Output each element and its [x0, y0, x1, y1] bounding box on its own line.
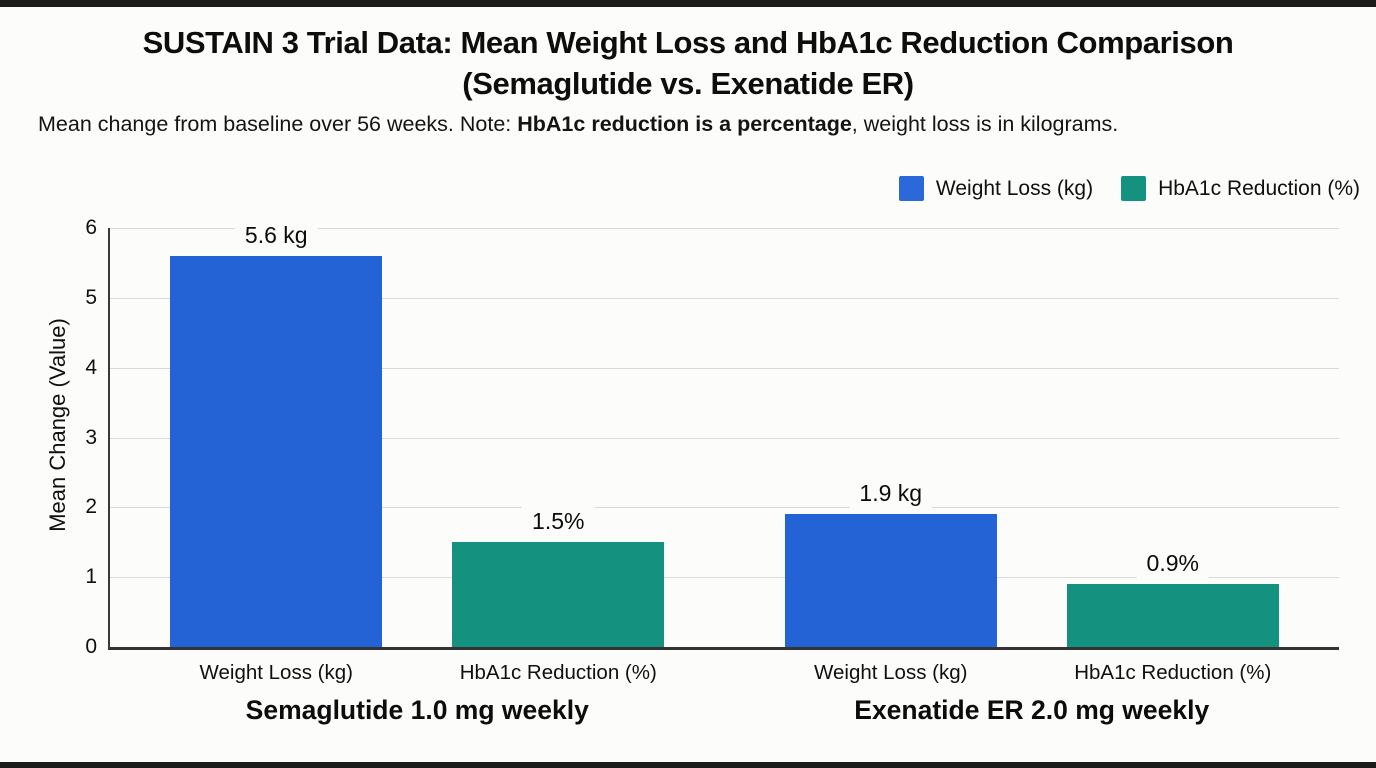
legend-item: HbA1c Reduction (%): [1121, 176, 1360, 201]
subtitle-bold-text: HbA1c reduction is a percentage: [517, 112, 852, 136]
bar-group: 1.9 kg Weight Loss (kg) 0.9% HbA1c Reductio…: [725, 228, 1340, 725]
bar-column: 5.6 kg Weight Loss (kg): [170, 219, 383, 684]
y-axis-tick-label: 2: [85, 495, 97, 519]
x-axis-category-label: HbA1c Reduction (%): [459, 661, 657, 684]
legend-swatch-icon: [1121, 176, 1147, 201]
bottom-crop-artifact: [0, 762, 1376, 768]
bar-value-label: 5.6 kg: [234, 219, 318, 250]
x-axis-category-label: HbA1c Reduction (%): [1074, 661, 1272, 684]
gridline: [110, 228, 1339, 229]
gridline: [110, 437, 1339, 439]
gridline: [110, 577, 1339, 579]
y-axis-tick-label: 6: [85, 216, 97, 239]
subtitle-suffix-text: , weight loss is in kilograms.: [851, 112, 1119, 136]
chart-subtitle: Mean change from baseline over 56 weeks.…: [38, 112, 1118, 137]
bar-hba1c-reduction: [1066, 584, 1279, 647]
bar-weight-loss: [784, 514, 997, 647]
gridline: [110, 297, 1339, 299]
subtitle-text: Mean change from baseline over 56 weeks.…: [38, 112, 518, 136]
bar-column: 1.9 kg Weight Loss (kg): [784, 228, 997, 684]
bar-column: 0.9% HbA1c Reduction (%): [1066, 228, 1279, 684]
y-axis-tick-label: 1: [85, 565, 97, 589]
chart-title-line2: (Semaglutide vs. Exenatide ER): [462, 66, 914, 101]
y-axis-tick-label: 4: [85, 355, 97, 379]
y-axis-tick-label: 3: [85, 425, 97, 449]
y-axis-tick-label: 0: [85, 635, 97, 658]
legend-swatch-icon: [898, 176, 924, 201]
top-crop-artifact: [0, 0, 1376, 7]
legend-item-label: Weight Loss (kg): [935, 176, 1094, 200]
bar-value-label: 1.9 kg: [849, 478, 933, 509]
chart-title-line1: SUSTAIN 3 Trial Data: Mean Weight Loss a…: [142, 25, 1234, 60]
bar-hba1c-reduction: [452, 542, 665, 647]
x-axis-category-label: Weight Loss (kg): [199, 661, 353, 684]
x-axis-category-label: Weight Loss (kg): [814, 661, 968, 684]
x-axis-group-label: Semaglutide 1.0 mg weekly: [245, 695, 589, 725]
bar-group: 5.6 kg Weight Loss (kg) 1.5% HbA1c Reductio…: [110, 219, 725, 725]
bar-weight-loss: [170, 255, 383, 647]
bar-value-label: 1.5%: [522, 506, 595, 537]
bar-value-label: 0.9%: [1136, 548, 1209, 579]
y-axis-ticks: 0 1 2 3 4 5 6: [0, 216, 97, 658]
legend-item: Weight Loss (kg): [898, 176, 1094, 201]
plot-groups: 5.6 kg Weight Loss (kg) 1.5% HbA1c Reductio…: [110, 219, 1340, 725]
bar-column: 1.5% HbA1c Reduction (%): [452, 228, 665, 684]
gridline: [110, 507, 1339, 509]
gridline: [110, 367, 1339, 369]
plot-area: 5.6 kg Weight Loss (kg) 1.5% HbA1c Reductio…: [108, 219, 1340, 725]
y-axis-tick-label: 5: [85, 285, 97, 309]
legend-item-label: HbA1c Reduction (%): [1158, 176, 1360, 200]
legend: Weight Loss (kg) HbA1c Reduction (%): [898, 176, 1360, 201]
x-axis-group-label: Exenatide ER 2.0 mg weekly: [854, 695, 1210, 725]
